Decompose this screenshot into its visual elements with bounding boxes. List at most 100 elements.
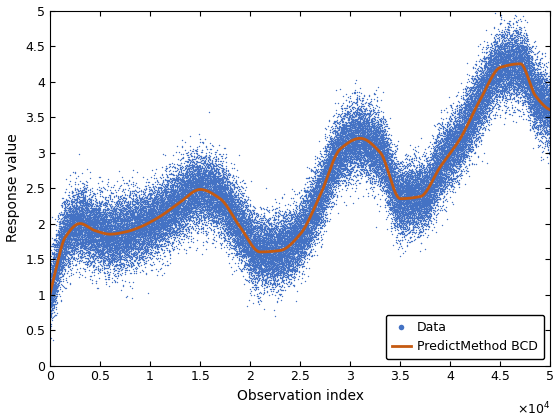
Data: [173, 199, 182, 206]
Data: [355, 157, 364, 163]
Data: [83, 222, 92, 228]
Data: [398, 187, 407, 194]
Data: [359, 129, 368, 135]
Data: [277, 233, 286, 239]
Data: [488, 75, 497, 81]
Data: [195, 177, 204, 184]
Data: [72, 221, 81, 228]
Data: [208, 195, 217, 202]
Data: [322, 189, 331, 196]
Data: [216, 182, 225, 189]
Data: [538, 89, 547, 96]
Data: [82, 238, 91, 244]
Data: [333, 165, 342, 172]
Data: [244, 223, 253, 230]
Data: [416, 213, 425, 219]
Data: [109, 208, 118, 215]
Data: [430, 178, 438, 185]
Data: [122, 222, 131, 229]
Data: [310, 190, 319, 197]
Data: [46, 291, 55, 298]
Data: [392, 187, 401, 194]
Data: [542, 84, 551, 91]
Data: [423, 144, 432, 150]
Data: [191, 164, 200, 171]
Data: [484, 86, 493, 93]
Data: [125, 216, 134, 223]
Data: [134, 229, 143, 236]
Data: [461, 134, 470, 141]
Data: [262, 233, 270, 239]
Data: [481, 102, 490, 108]
Data: [452, 145, 461, 152]
Data: [291, 261, 300, 268]
Data: [417, 201, 426, 208]
Data: [58, 249, 67, 256]
Data: [390, 226, 399, 233]
Data: [348, 145, 357, 152]
Data: [160, 233, 169, 239]
Data: [333, 157, 342, 163]
Data: [83, 241, 92, 247]
Data: [247, 249, 256, 256]
Data: [413, 198, 422, 205]
Data: [119, 245, 128, 252]
Data: [243, 267, 252, 273]
Data: [288, 236, 297, 243]
Data: [255, 249, 264, 256]
Data: [74, 221, 83, 228]
Data: [173, 198, 182, 205]
Data: [418, 182, 427, 189]
Data: [511, 37, 520, 44]
Data: [83, 226, 92, 233]
Data: [335, 157, 344, 163]
Data: [276, 252, 285, 259]
Data: [218, 230, 227, 236]
Data: [516, 39, 525, 46]
Data: [182, 169, 191, 176]
Data: [129, 197, 138, 204]
Data: [402, 169, 411, 176]
Data: [156, 199, 165, 206]
Data: [286, 244, 295, 250]
Data: [274, 255, 283, 261]
Data: [390, 207, 399, 213]
Data: [352, 142, 361, 148]
Data: [338, 117, 347, 124]
Data: [256, 236, 265, 243]
Data: [275, 238, 284, 244]
Data: [270, 216, 279, 223]
Data: [67, 240, 76, 247]
Data: [524, 81, 533, 87]
Data: [268, 256, 277, 263]
Data: [293, 251, 302, 257]
Data: [423, 210, 432, 217]
Data: [418, 197, 427, 203]
Data: [462, 164, 471, 171]
Data: [524, 62, 533, 69]
Data: [78, 228, 87, 235]
Data: [211, 206, 220, 213]
Data: [382, 171, 391, 178]
Data: [448, 162, 457, 168]
Data: [402, 191, 410, 197]
Data: [195, 189, 204, 195]
Data: [456, 151, 465, 158]
Data: [532, 131, 541, 138]
Data: [431, 177, 440, 184]
Data: [100, 241, 109, 248]
Data: [483, 95, 492, 102]
Data: [58, 251, 67, 257]
Data: [198, 180, 207, 187]
Data: [348, 134, 357, 140]
Data: [441, 153, 450, 160]
Data: [134, 244, 143, 250]
Data: [87, 228, 96, 234]
Data: [386, 147, 395, 153]
Data: [351, 155, 360, 162]
Data: [116, 245, 125, 252]
Data: [486, 54, 494, 60]
Data: [433, 165, 442, 171]
Data: [211, 192, 220, 198]
Data: [528, 61, 537, 68]
